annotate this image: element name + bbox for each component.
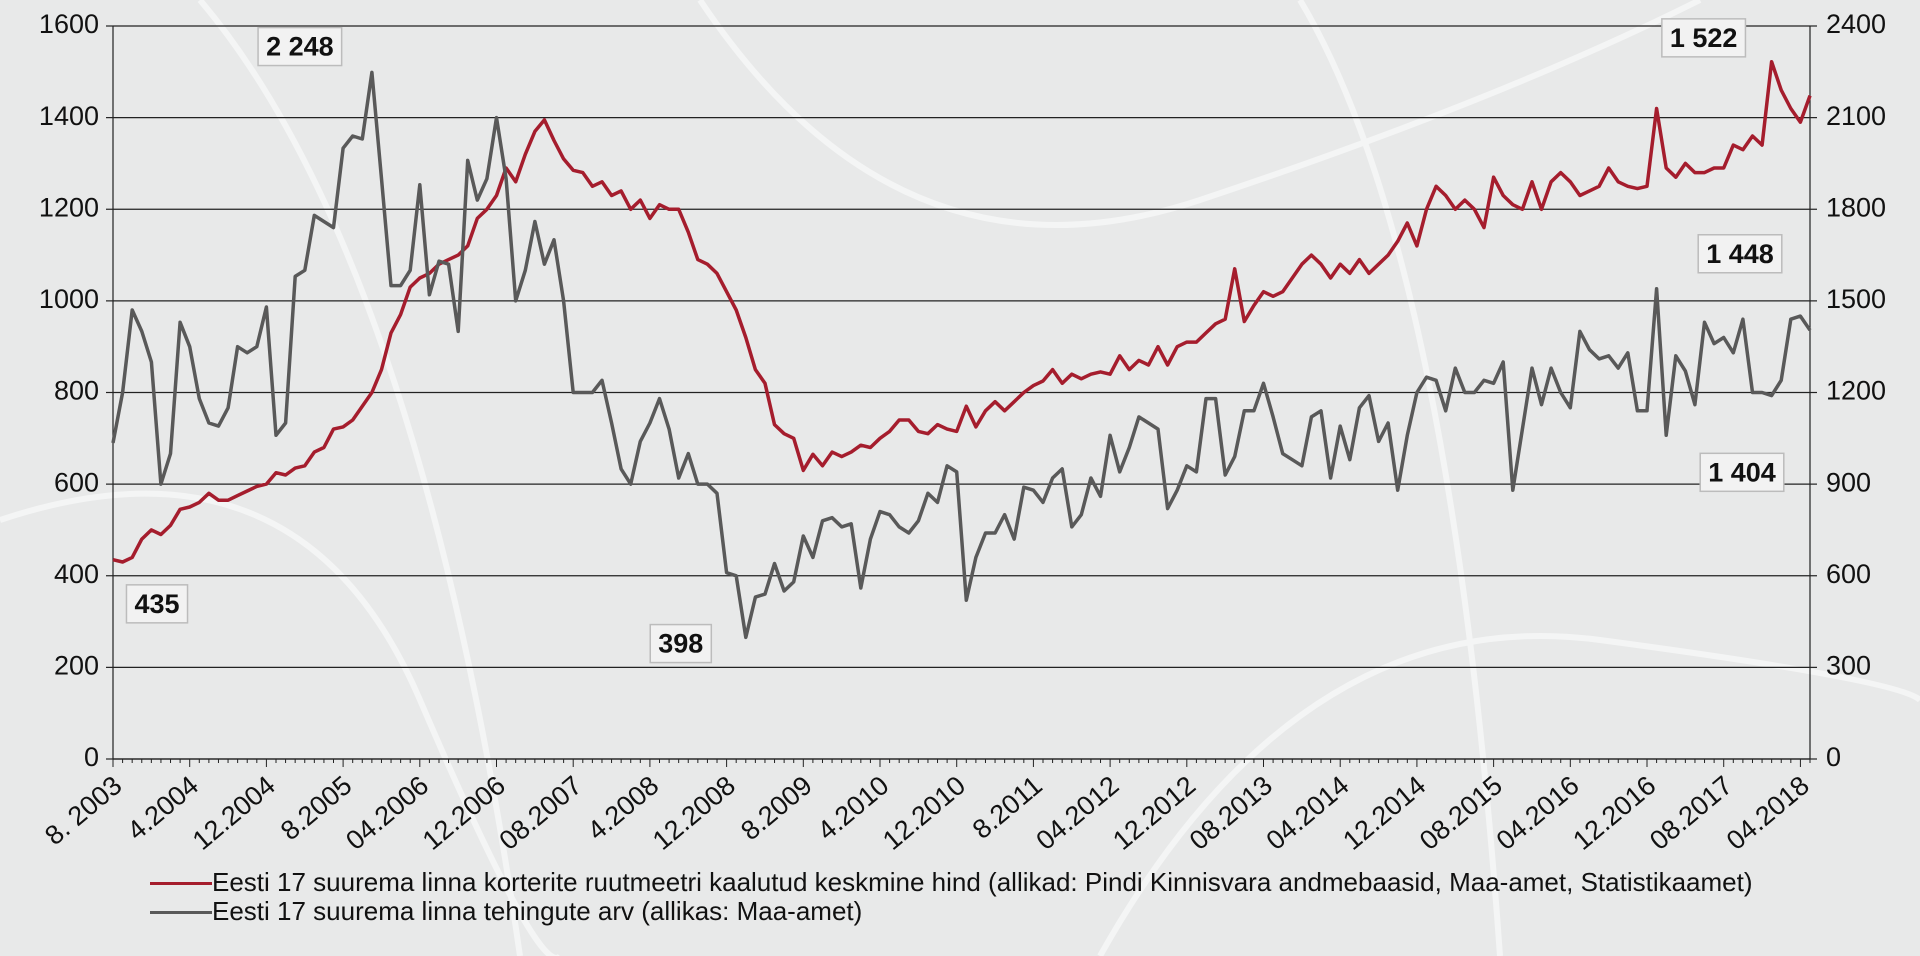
y2-tick-label: 2100 xyxy=(1826,101,1886,131)
value-label-box xyxy=(257,26,343,67)
series-line xyxy=(111,70,1812,640)
x-tick-label: 08.2007 xyxy=(494,770,588,856)
value-label: 1 522 xyxy=(1661,18,1747,58)
x-tick-label: 04.2006 xyxy=(340,770,434,856)
y2-tick-label: 0 xyxy=(1826,742,1841,772)
series-line xyxy=(112,59,1812,564)
value-label: 1 404 xyxy=(1699,452,1785,493)
legend-item: Eesti 17 suurema linna korterite ruutmee… xyxy=(150,868,1790,897)
y-tick-label: 800 xyxy=(54,376,99,406)
x-tick-label: 08.2017 xyxy=(1644,770,1738,856)
y-tick-label: 1400 xyxy=(39,101,99,131)
y-tick-label: 200 xyxy=(54,651,99,681)
x-tick-label: 04.2016 xyxy=(1491,770,1585,856)
y2-tick-label: 1500 xyxy=(1826,284,1886,314)
legend-swatch xyxy=(150,911,212,914)
legend: Eesti 17 suurema linna korterite ruutmee… xyxy=(150,868,1790,926)
x-tick-label: 8. 2003 xyxy=(39,770,127,851)
value-label-text: 398 xyxy=(658,629,703,659)
value-label-text: 435 xyxy=(134,589,179,619)
value-label-box xyxy=(649,623,713,664)
x-tick-label: 12.2012 xyxy=(1107,770,1201,856)
y2-tick-label: 900 xyxy=(1826,467,1871,497)
x-tick-label: 04.2018 xyxy=(1721,770,1815,856)
legend-item: Eesti 17 suurema linna tehingute arv (al… xyxy=(150,897,1790,926)
x-tick-label: 12.2014 xyxy=(1337,770,1431,856)
value-label-box xyxy=(1699,452,1785,493)
value-label: 435 xyxy=(125,584,189,624)
x-tick-label: 12.2016 xyxy=(1567,770,1661,856)
y2-tick-label: 600 xyxy=(1826,559,1871,589)
y2-tick-label: 300 xyxy=(1826,651,1871,681)
y-tick-label: 1600 xyxy=(39,9,99,39)
legend-label: Eesti 17 suurema linna korterite ruutmee… xyxy=(212,867,1753,897)
y2-tick-label: 1200 xyxy=(1826,376,1886,406)
value-label: 398 xyxy=(649,623,713,664)
value-label-text: 2 248 xyxy=(266,32,334,62)
x-tick-label: 04.2012 xyxy=(1030,770,1124,856)
value-label-text: 1 448 xyxy=(1706,239,1774,269)
value-label-box xyxy=(1661,18,1747,58)
value-label-text: 1 404 xyxy=(1708,457,1776,487)
y-tick-label: 1000 xyxy=(39,284,99,314)
y-tick-label: 600 xyxy=(54,467,99,497)
x-tick-label: 12.2010 xyxy=(877,770,971,856)
y-tick-label: 400 xyxy=(54,559,99,589)
y-tick-label: 0 xyxy=(84,742,99,772)
value-label-text: 1 522 xyxy=(1670,23,1738,53)
legend-swatch xyxy=(150,882,212,885)
value-label-box xyxy=(1697,234,1783,274)
legend-label: Eesti 17 suurema linna tehingute arv (al… xyxy=(212,896,863,926)
value-label: 1 448 xyxy=(1697,234,1783,274)
y2-tick-label: 2400 xyxy=(1826,9,1886,39)
value-label-box xyxy=(125,584,189,624)
x-tick-label: 04.2014 xyxy=(1261,770,1355,856)
x-tick-label: 12.2008 xyxy=(647,770,741,856)
x-tick-label: 12.2004 xyxy=(187,770,281,856)
x-tick-label: 8.2009 xyxy=(735,770,818,846)
y-tick-label: 1200 xyxy=(39,192,99,222)
y2-tick-label: 1800 xyxy=(1826,192,1886,222)
value-label: 2 248 xyxy=(257,26,343,67)
